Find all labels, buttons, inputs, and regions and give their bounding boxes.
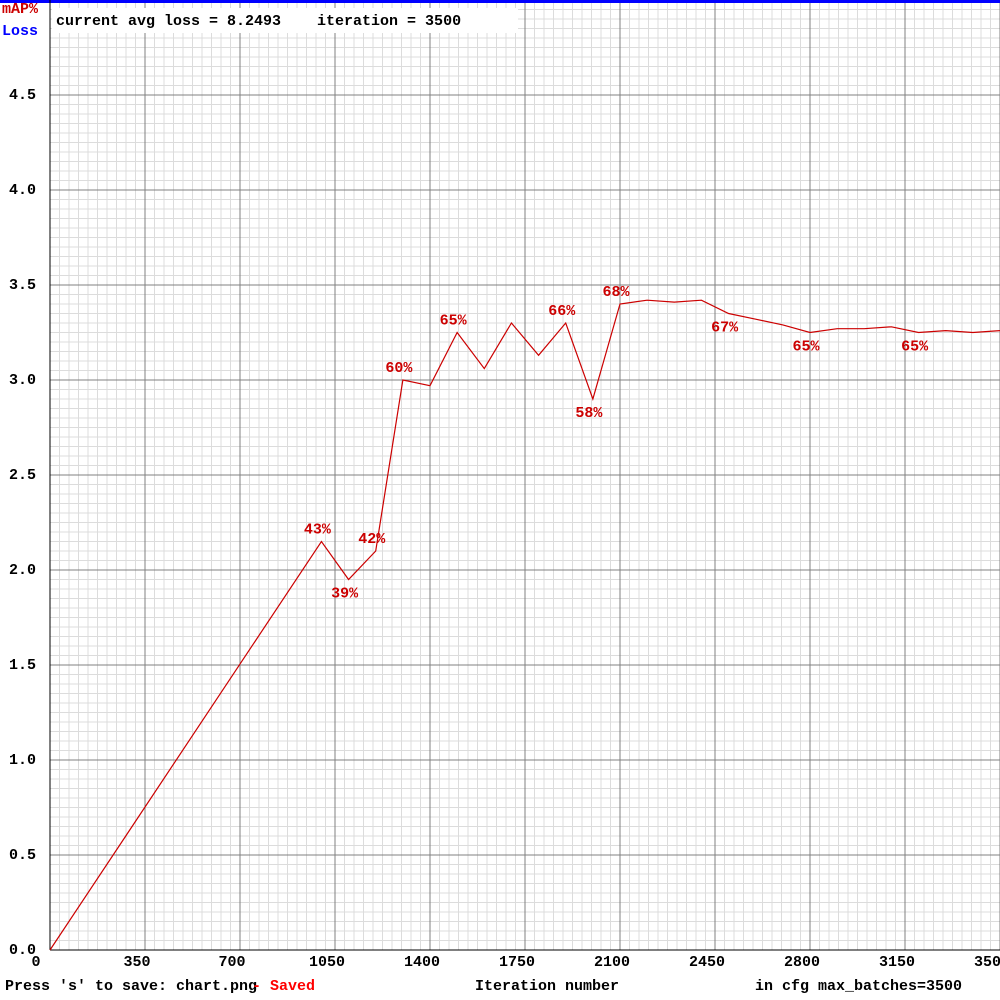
value-label: 65% [792,338,820,355]
y-tick-label: 3.5 [9,277,36,294]
value-label: 67% [711,319,739,336]
value-label: 66% [548,303,576,320]
y-tick-label: 3.0 [9,372,36,389]
x-tick-label: 3150 [879,954,915,971]
x-tick-label: 2800 [784,954,820,971]
y-tick-label: 4.5 [9,87,36,104]
major-grid [49,0,1000,951]
y-tick-label: 0.5 [9,847,36,864]
x-tick-label: 2100 [594,954,630,971]
status-box [52,8,518,33]
save-hint: Press 's' to save: chart.png [5,978,257,995]
x-tick-label: 350 [123,954,150,971]
loss-axis-label: Loss [2,23,38,40]
value-label: 68% [602,284,630,301]
y-tick-label: 4.0 [9,182,36,199]
map-axis-label: mAP% [2,1,39,18]
y-tick-label: 0.0 [9,942,36,959]
y-tick-label: 1.5 [9,657,36,674]
top-border [0,0,1000,3]
value-label: 65% [901,338,929,355]
config-note: in cfg max_batches=3500 [755,978,962,995]
map-line [49,299,1000,951]
status-text: current avg loss = 8.2493 iteration = 35… [56,13,461,30]
x-tick-label: 2450 [689,954,725,971]
x-tick-label: 700 [218,954,245,971]
y-tick-label: 2.5 [9,467,36,484]
x-tick-label: 1750 [499,954,535,971]
y-tick-label: 2.0 [9,562,36,579]
value-label: 39% [331,585,359,602]
y-tick-label: 1.0 [9,752,36,769]
value-label: 43% [304,521,332,538]
value-label: 58% [575,405,603,422]
value-label: 65% [440,312,468,329]
x-tick-label: 1050 [309,954,345,971]
value-label: 60% [385,360,413,377]
value-label: 42% [358,531,386,548]
x-tick-label: 3500 [974,954,1000,971]
x-tick-label: 1400 [404,954,440,971]
save-state: - Saved [252,978,315,995]
x-axis-label: Iteration number [475,978,619,995]
x-tick-label: 0 [31,954,40,971]
